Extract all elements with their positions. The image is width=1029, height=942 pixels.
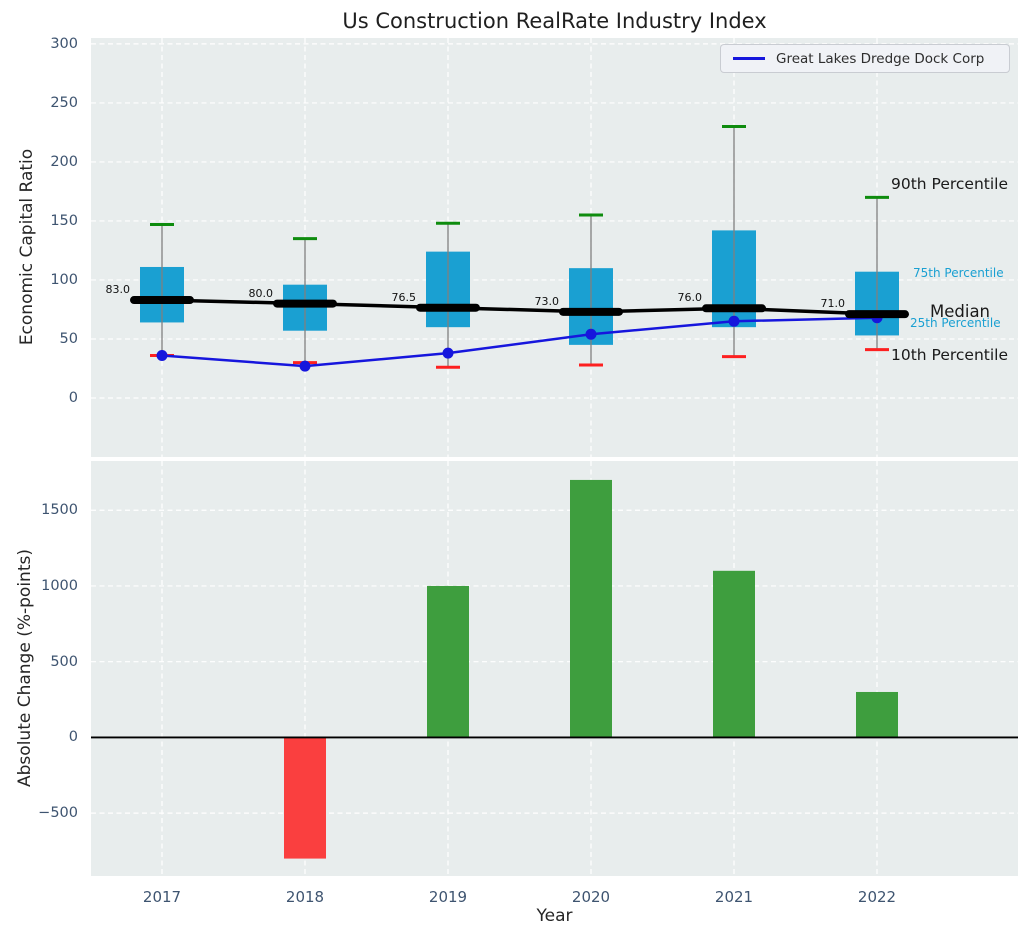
legend-label: Great Lakes Dredge Dock Corp (776, 50, 985, 67)
median-value-label-2020: 73.0 (534, 294, 560, 308)
y-tick-label-bottom-1000: 1000 (41, 577, 78, 594)
annotation-90th-percentile: 90th Percentile (891, 175, 1009, 193)
annotation-25th-percentile: 25th Percentile (910, 316, 1001, 330)
median-value-label-2021: 76.0 (677, 291, 703, 305)
company-marker-2019 (442, 347, 454, 359)
x-axis-label: Year (536, 906, 573, 926)
y-tick-label-bottom--500: −500 (38, 805, 78, 822)
annotation-75th-percentile: 75th Percentile (913, 266, 1004, 280)
y-tick-label-top-200: 200 (50, 153, 78, 170)
y-tick-label-top-250: 250 (50, 94, 78, 111)
y-tick-label-bottom-500: 500 (50, 653, 78, 670)
bar-2019 (427, 585, 469, 738)
y-tick-label-top-50: 50 (59, 330, 78, 347)
bar-2020 (570, 479, 612, 738)
bar-2021 (713, 570, 755, 738)
company-marker-2020 (585, 328, 597, 340)
company-marker-2021 (728, 315, 740, 327)
median-value-label-2022: 71.0 (820, 297, 846, 311)
x-tick-label-2021: 2021 (714, 888, 754, 906)
y-tick-label-top-150: 150 (50, 212, 78, 229)
y-tick-label-top-0: 0 (68, 389, 78, 406)
x-tick-label-2022: 2022 (857, 888, 897, 906)
annotation-10th-percentile: 10th Percentile (891, 346, 1009, 364)
legend-line-sample (733, 57, 765, 60)
x-tick-label-2019: 2019 (428, 888, 468, 906)
company-marker-2018 (299, 360, 311, 372)
x-tick-label-2020: 2020 (571, 888, 611, 906)
legend: Great Lakes Dredge Dock Corp (720, 44, 1010, 73)
x-tick-label-2017: 2017 (142, 888, 182, 906)
plot-area-bottom (91, 461, 1018, 876)
y-tick-label-bottom-0: 0 (68, 729, 78, 746)
company-marker-2017 (156, 349, 168, 361)
y-tick-label-top-300: 300 (50, 35, 78, 52)
x-tick-label-2018: 2018 (285, 888, 325, 906)
bar-2022 (856, 691, 898, 738)
y-axis-label-top: Economic Capital Ratio (17, 148, 37, 346)
y-tick-label-bottom-1500: 1500 (41, 502, 78, 519)
y-tick-label-top-100: 100 (50, 271, 78, 288)
chart-title: Us Construction RealRate Industry Index (342, 9, 767, 33)
median-value-label-2017: 83.0 (105, 283, 131, 297)
bar-2018 (284, 737, 326, 859)
median-value-label-2018: 80.0 (248, 286, 274, 300)
annotation-median: Median (930, 302, 991, 321)
company-line (161, 316, 878, 368)
median-value-label-2019: 76.5 (391, 290, 417, 304)
plot-area-top (91, 38, 1018, 457)
